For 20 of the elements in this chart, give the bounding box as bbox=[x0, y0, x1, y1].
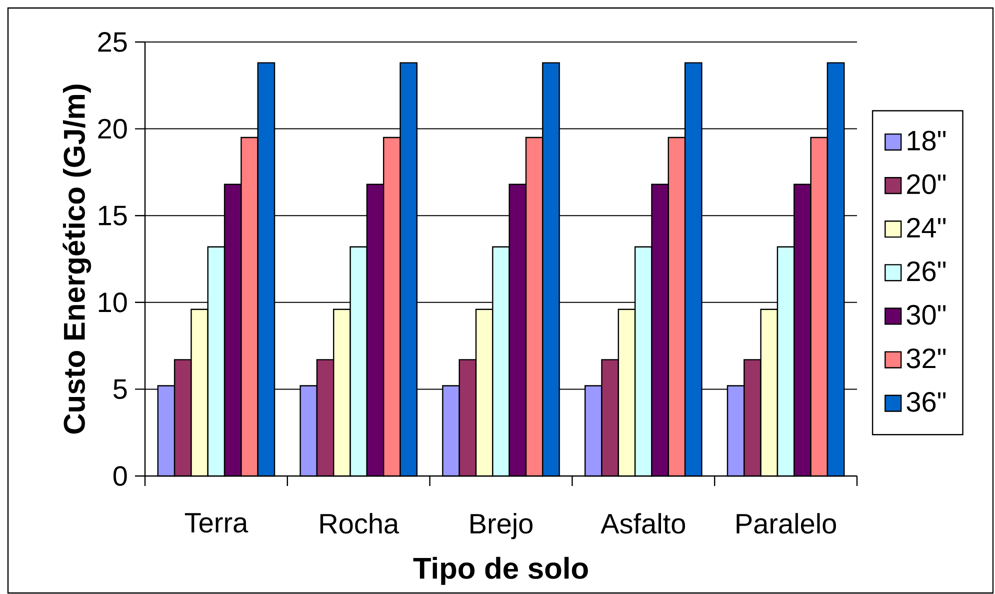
legend-label: 30" bbox=[906, 304, 946, 325]
y-tick-label: 20 bbox=[98, 118, 127, 139]
legend-label: 18" bbox=[908, 130, 946, 151]
x-tick-label: Paralelo bbox=[736, 513, 836, 534]
y-tick-label: 25 bbox=[98, 32, 127, 52]
x-tick-label: Terra bbox=[184, 513, 248, 533]
legend-label: 36" bbox=[906, 392, 946, 412]
y-tick-label: 15 bbox=[98, 206, 127, 226]
y-tick-label: 0 bbox=[113, 466, 127, 486]
y-tick-label: 5 bbox=[113, 379, 127, 399]
legend-label: 24" bbox=[907, 218, 946, 238]
x-tick-label: Asfalto bbox=[600, 513, 686, 534]
x-axis-title: Tipo de solo bbox=[413, 556, 588, 585]
legend-label: 20" bbox=[907, 174, 946, 194]
y-axis-title: Custo Energético (GJ/m) bbox=[62, 84, 92, 434]
legend-label: 32" bbox=[906, 348, 946, 368]
x-tick-label: Brejo bbox=[470, 513, 532, 540]
x-tick-label: Rocha bbox=[320, 513, 400, 534]
y-tick-label: 10 bbox=[98, 292, 127, 312]
legend-label: 26" bbox=[907, 261, 946, 282]
